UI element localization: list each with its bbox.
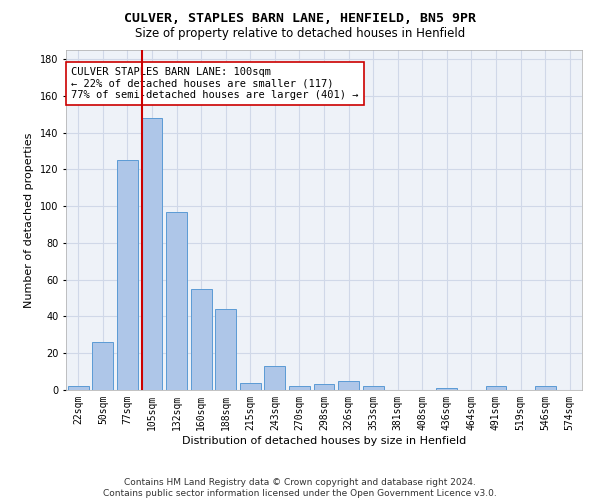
Bar (92, 342, 113, 390)
X-axis label: Distribution of detached houses by size in Henfield: Distribution of detached houses by size … (182, 436, 466, 446)
Bar (436, 388, 457, 390)
Bar (338, 381, 359, 390)
Bar (215, 309, 236, 390)
Text: CULVER, STAPLES BARN LANE, HENFIELD, BN5 9PR: CULVER, STAPLES BARN LANE, HENFIELD, BN5… (124, 12, 476, 26)
Bar (240, 382, 261, 390)
Text: Contains HM Land Registry data © Crown copyright and database right 2024.
Contai: Contains HM Land Registry data © Crown c… (103, 478, 497, 498)
Bar (117, 160, 138, 390)
Bar (191, 289, 212, 390)
Bar (166, 212, 187, 390)
Bar (535, 386, 556, 390)
Bar (362, 386, 383, 390)
Bar (142, 118, 163, 390)
Text: Size of property relative to detached houses in Henfield: Size of property relative to detached ho… (135, 28, 465, 40)
Bar (485, 386, 506, 390)
Text: CULVER STAPLES BARN LANE: 100sqm
← 22% of detached houses are smaller (117)
77% : CULVER STAPLES BARN LANE: 100sqm ← 22% o… (71, 67, 359, 100)
Y-axis label: Number of detached properties: Number of detached properties (25, 132, 34, 308)
Bar (289, 386, 310, 390)
Bar (68, 386, 89, 390)
Bar (265, 366, 286, 390)
Bar (314, 384, 334, 390)
